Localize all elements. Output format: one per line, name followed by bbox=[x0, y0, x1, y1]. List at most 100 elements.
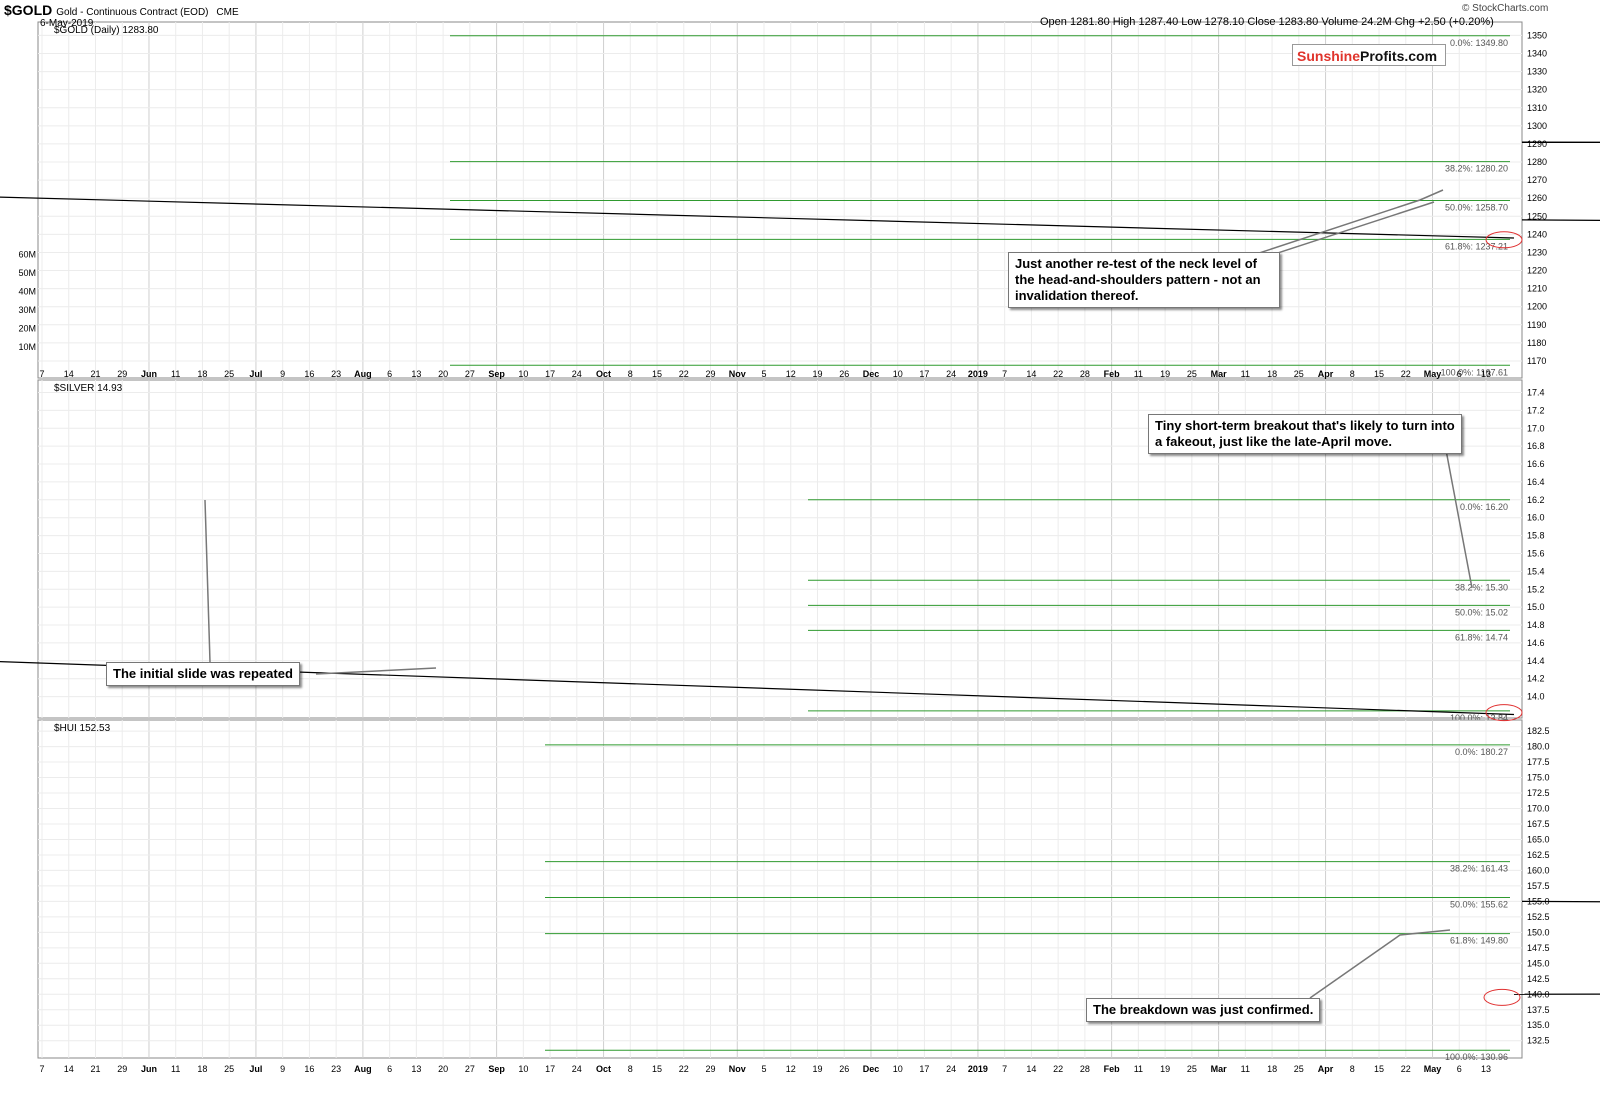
x-tick-label: 15 bbox=[652, 369, 662, 379]
hui-callout-pointer bbox=[1309, 929, 1451, 999]
x-tick-label: 21 bbox=[90, 1064, 100, 1074]
x-tick-label: Mar bbox=[1211, 369, 1228, 379]
panel-legend-silver: $SILVER 14.93 bbox=[54, 383, 123, 394]
y-tick-label: 14.4 bbox=[1527, 656, 1545, 666]
fib-label: 100.0%: 13.84 bbox=[1450, 713, 1508, 723]
x-tick-label: Sep bbox=[488, 369, 505, 379]
x-tick-label: 10 bbox=[518, 1064, 528, 1074]
gold-callout-pointer-2 bbox=[1249, 201, 1435, 263]
x-tick-label: 25 bbox=[1187, 369, 1197, 379]
y-tick-label: 15.8 bbox=[1527, 531, 1545, 541]
x-tick-label: 18 bbox=[1267, 369, 1277, 379]
y-tick-label: 14.2 bbox=[1527, 674, 1545, 684]
silver-slide-pointer-1 bbox=[204, 499, 211, 663]
fib-label: 38.2%: 15.30 bbox=[1455, 582, 1508, 592]
silver-target-ellipse bbox=[1485, 704, 1523, 722]
chart-title: $GOLD Gold - Continuous Contract (EOD) CM… bbox=[4, 2, 239, 18]
x-tick-label: 24 bbox=[946, 369, 956, 379]
y-tick-label: 180.0 bbox=[1527, 742, 1550, 752]
y-tick-label: 15.0 bbox=[1527, 602, 1545, 612]
x-tick-label: 5 bbox=[761, 369, 766, 379]
x-tick-label: 24 bbox=[572, 369, 582, 379]
x-tick-label: 14 bbox=[64, 369, 74, 379]
gold-annotation: Just another re-test of the neck level o… bbox=[1008, 252, 1280, 308]
silver-slide-pointer-2 bbox=[315, 667, 437, 675]
y-tick-label: 1240 bbox=[1527, 229, 1547, 239]
fib-label: 38.2%: 161.43 bbox=[1450, 864, 1508, 874]
y-tick-label: 1290 bbox=[1527, 139, 1547, 149]
y-tick-label: 145.0 bbox=[1527, 958, 1550, 968]
x-tick-label: 8 bbox=[628, 369, 633, 379]
y-tick-label: 1350 bbox=[1527, 30, 1547, 40]
x-tick-label: Mar bbox=[1211, 1064, 1228, 1074]
y-tick-label: 172.5 bbox=[1527, 788, 1550, 798]
x-tick-label: Jul bbox=[249, 1064, 262, 1074]
x-tick-label: 11 bbox=[171, 1064, 180, 1074]
x-tick-label: Dec bbox=[863, 369, 880, 379]
panel-frame-gold bbox=[37, 21, 1523, 379]
gold-projection-line bbox=[0, 196, 1515, 239]
x-tick-label: 11 bbox=[1134, 1064, 1143, 1074]
y-tick-label: 15.4 bbox=[1527, 566, 1545, 576]
y-tick-label: 177.5 bbox=[1527, 757, 1550, 767]
silver-slide-annotation: The initial slide was repeated bbox=[106, 662, 300, 686]
x-tick-label: 11 bbox=[1241, 1064, 1250, 1074]
x-tick-label: 15 bbox=[652, 1064, 662, 1074]
y-tick-label: 1210 bbox=[1527, 284, 1547, 294]
x-tick-label: 14 bbox=[1026, 1064, 1036, 1074]
y-tick-label: 1310 bbox=[1527, 103, 1547, 113]
x-tick-label: 25 bbox=[1294, 369, 1304, 379]
x-tick-label: 15 bbox=[1374, 369, 1384, 379]
y-tick-label: 14.0 bbox=[1527, 692, 1545, 702]
x-tick-label: Jun bbox=[141, 369, 157, 379]
hui-target-ellipse bbox=[1483, 988, 1521, 1006]
volume-tick-label: 50M bbox=[18, 268, 36, 278]
x-tick-label: 9 bbox=[280, 1064, 285, 1074]
y-tick-label: 1330 bbox=[1527, 67, 1547, 77]
y-tick-label: 167.5 bbox=[1527, 819, 1550, 829]
x-tick-label: 26 bbox=[839, 369, 849, 379]
x-tick-label: 8 bbox=[628, 1064, 633, 1074]
y-tick-label: 1180 bbox=[1527, 338, 1546, 348]
x-tick-label: 20 bbox=[438, 369, 448, 379]
x-tick-label: 6 bbox=[1457, 1064, 1462, 1074]
x-tick-label: 14 bbox=[1026, 369, 1036, 379]
x-tick-label: 17 bbox=[919, 1064, 929, 1074]
y-tick-label: 135.0 bbox=[1527, 1020, 1550, 1030]
x-tick-label: 5 bbox=[761, 1064, 766, 1074]
x-tick-label: 12 bbox=[786, 369, 796, 379]
fib-label: 0.0%: 180.27 bbox=[1455, 747, 1508, 757]
silver-projection-line bbox=[0, 661, 1515, 716]
y-tick-label: 16.6 bbox=[1527, 459, 1545, 469]
fib-label: 0.0%: 16.20 bbox=[1460, 502, 1508, 512]
y-tick-label: 16.2 bbox=[1527, 495, 1545, 505]
x-tick-label: 7 bbox=[1002, 1064, 1007, 1074]
fib-label: 38.2%: 1280.20 bbox=[1445, 164, 1508, 174]
x-tick-label: 18 bbox=[197, 369, 207, 379]
y-tick-label: 147.5 bbox=[1527, 943, 1550, 953]
fib-label: 0.0%: 1349.80 bbox=[1450, 38, 1508, 48]
y-tick-label: 17.4 bbox=[1527, 387, 1545, 397]
x-tick-label: 29 bbox=[706, 1064, 716, 1074]
x-tick-label: 13 bbox=[411, 1064, 421, 1074]
x-tick-label: 6 bbox=[387, 1064, 392, 1074]
x-tick-label: 20 bbox=[438, 1064, 448, 1074]
x-tick-label: 13 bbox=[1481, 1064, 1491, 1074]
y-tick-label: 1170 bbox=[1527, 356, 1546, 366]
y-tick-label: 15.6 bbox=[1527, 548, 1545, 558]
x-tick-label: Feb bbox=[1104, 1064, 1121, 1074]
x-tick-label: Apr bbox=[1318, 1064, 1334, 1074]
x-tick-label: 6 bbox=[1457, 369, 1462, 379]
y-tick-label: 17.0 bbox=[1527, 423, 1545, 433]
x-tick-label: 6 bbox=[387, 369, 392, 379]
x-tick-label: 28 bbox=[1080, 369, 1090, 379]
y-tick-label: 1300 bbox=[1527, 121, 1547, 131]
x-tick-label: 10 bbox=[518, 369, 528, 379]
y-tick-label: 1250 bbox=[1527, 211, 1547, 221]
x-tick-label: 22 bbox=[1401, 1064, 1411, 1074]
x-tick-label: 17 bbox=[545, 1064, 555, 1074]
x-tick-label: 22 bbox=[1401, 369, 1411, 379]
y-tick-label: 16.8 bbox=[1527, 441, 1545, 451]
x-tick-label: 23 bbox=[331, 369, 341, 379]
x-tick-label: 7 bbox=[39, 369, 44, 379]
